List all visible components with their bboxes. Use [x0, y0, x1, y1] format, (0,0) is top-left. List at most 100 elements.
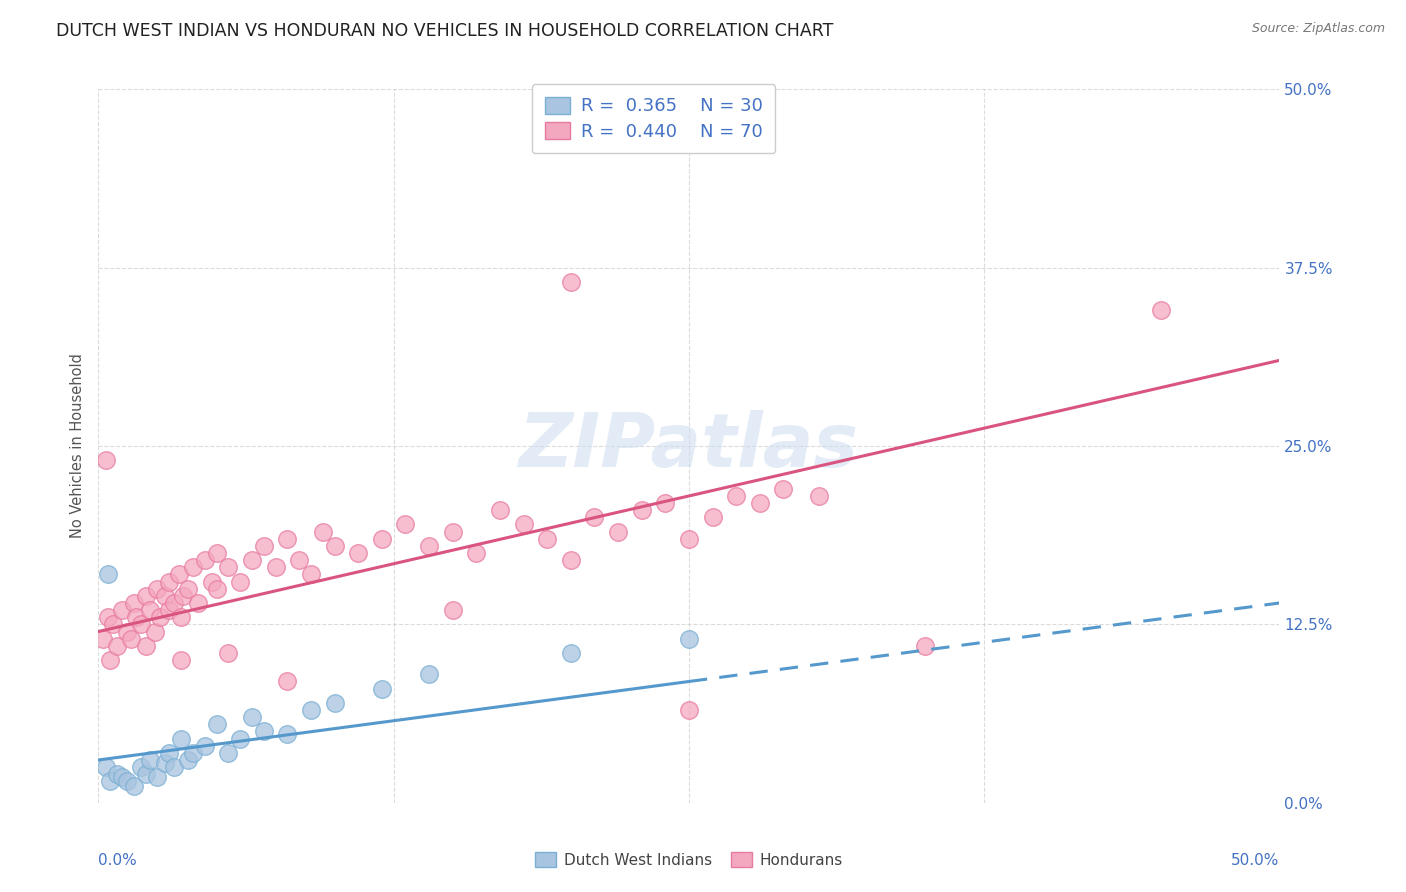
- Point: [146, 770, 169, 784]
- Point: [143, 624, 166, 639]
- Point: [157, 603, 180, 617]
- Point: [607, 524, 630, 539]
- Point: [441, 603, 464, 617]
- Point: [205, 582, 228, 596]
- Point: [157, 574, 180, 589]
- Point: [323, 539, 346, 553]
- Text: ZIPatlas: ZIPatlas: [519, 409, 859, 483]
- Point: [560, 646, 582, 660]
- Point: [441, 524, 464, 539]
- Point: [129, 617, 152, 632]
- Point: [181, 560, 204, 574]
- Point: [229, 574, 252, 589]
- Point: [489, 503, 512, 517]
- Point: [217, 646, 239, 660]
- Point: [135, 639, 157, 653]
- Point: [115, 774, 138, 789]
- Point: [139, 603, 162, 617]
- Point: [97, 610, 120, 624]
- Point: [323, 696, 346, 710]
- Point: [678, 532, 700, 546]
- Point: [177, 753, 200, 767]
- Point: [240, 553, 263, 567]
- Point: [177, 582, 200, 596]
- Point: [678, 703, 700, 717]
- Y-axis label: No Vehicles in Household: No Vehicles in Household: [70, 353, 86, 539]
- Point: [240, 710, 263, 724]
- Point: [772, 482, 794, 496]
- Point: [914, 639, 936, 653]
- Point: [418, 539, 440, 553]
- Point: [170, 610, 193, 624]
- Text: DUTCH WEST INDIAN VS HONDURAN NO VEHICLES IN HOUSEHOLD CORRELATION CHART: DUTCH WEST INDIAN VS HONDURAN NO VEHICLE…: [56, 22, 834, 40]
- Point: [187, 596, 209, 610]
- Point: [135, 589, 157, 603]
- Point: [347, 546, 370, 560]
- Point: [149, 610, 172, 624]
- Point: [299, 567, 322, 582]
- Point: [115, 624, 138, 639]
- Point: [111, 770, 134, 784]
- Point: [125, 610, 148, 624]
- Point: [105, 767, 128, 781]
- Point: [157, 746, 180, 760]
- Point: [560, 553, 582, 567]
- Point: [172, 589, 194, 603]
- Point: [153, 756, 176, 770]
- Point: [181, 746, 204, 760]
- Point: [205, 546, 228, 560]
- Point: [205, 717, 228, 731]
- Point: [560, 275, 582, 289]
- Point: [288, 553, 311, 567]
- Point: [253, 724, 276, 739]
- Text: 50.0%: 50.0%: [1232, 853, 1279, 868]
- Point: [276, 674, 298, 689]
- Point: [121, 632, 143, 646]
- Point: [276, 727, 298, 741]
- Point: [201, 574, 224, 589]
- Point: [465, 546, 488, 560]
- Point: [163, 596, 186, 610]
- Point: [163, 760, 186, 774]
- Point: [748, 496, 770, 510]
- Point: [98, 774, 121, 789]
- Point: [654, 496, 676, 510]
- Point: [135, 767, 157, 781]
- Point: [101, 617, 124, 632]
- Point: [583, 510, 606, 524]
- Point: [91, 632, 114, 646]
- Point: [170, 731, 193, 746]
- Point: [371, 532, 394, 546]
- Point: [371, 681, 394, 696]
- Point: [194, 739, 217, 753]
- Point: [217, 560, 239, 574]
- Text: 0.0%: 0.0%: [98, 853, 138, 868]
- Point: [276, 532, 298, 546]
- Point: [111, 603, 134, 617]
- Point: [229, 731, 252, 746]
- Point: [94, 453, 117, 467]
- Point: [807, 489, 830, 503]
- Point: [725, 489, 748, 503]
- Point: [105, 639, 128, 653]
- Point: [97, 567, 120, 582]
- Point: [536, 532, 558, 546]
- Point: [139, 753, 162, 767]
- Point: [167, 567, 190, 582]
- Point: [146, 582, 169, 596]
- Point: [299, 703, 322, 717]
- Point: [98, 653, 121, 667]
- Point: [702, 510, 724, 524]
- Point: [170, 653, 193, 667]
- Point: [512, 517, 534, 532]
- Point: [122, 779, 145, 793]
- Point: [418, 667, 440, 681]
- Point: [394, 517, 416, 532]
- Point: [264, 560, 287, 574]
- Point: [194, 553, 217, 567]
- Legend: Dutch West Indians, Hondurans: Dutch West Indians, Hondurans: [529, 846, 849, 873]
- Point: [122, 596, 145, 610]
- Point: [94, 760, 117, 774]
- Text: Source: ZipAtlas.com: Source: ZipAtlas.com: [1251, 22, 1385, 36]
- Point: [129, 760, 152, 774]
